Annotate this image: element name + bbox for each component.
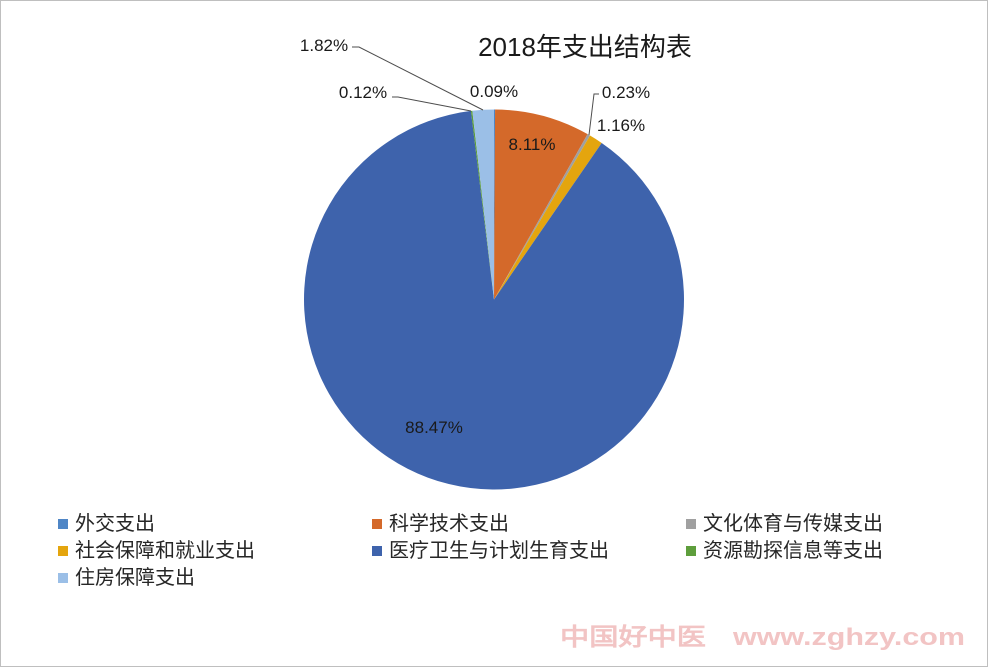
data-label-social-security-employment: 1.16%: [597, 116, 645, 135]
legend-item-healthcare-family-planning: 医疗卫生与计划生育支出: [372, 539, 609, 562]
leader-line-culture-sports-media: [588, 93, 599, 136]
legend-item-science-technology: 科学技术支出: [372, 512, 509, 535]
legend-swatch: [372, 519, 382, 529]
legend-swatch: [58, 573, 68, 583]
legend-swatch: [58, 519, 68, 529]
data-label-healthcare-family-planning: 88.47%: [405, 418, 463, 437]
legend-label: 文化体育与传媒支出: [703, 512, 883, 535]
watermark: 中国好中医 www.zghzy.com: [560, 624, 965, 651]
data-label-diplomacy: 0.09%: [470, 82, 518, 101]
legend-swatch: [686, 546, 696, 556]
pie-slice-resource-exploration: [470, 110, 494, 300]
legend-item-housing-security: 住房保障支出: [58, 566, 195, 589]
data-label-culture-sports-media: 0.23%: [602, 83, 650, 102]
pie-slices: [303, 109, 684, 490]
pie-slice-science-technology: [494, 109, 588, 300]
watermark-brand: 中国好中医: [560, 624, 706, 651]
legend: 外交支出 科学技术支出 文化体育与传媒支出 社会保障和就业支出 医疗卫生与计划生…: [58, 512, 883, 589]
legend-item-culture-sports-media: 文化体育与传媒支出: [686, 512, 883, 535]
leader-line-resource-exploration: [392, 96, 472, 112]
legend-label: 住房保障支出: [75, 566, 195, 589]
legend-label: 资源勘探信息等支出: [703, 539, 883, 562]
pie-slice-healthcare-family-planning: [303, 110, 684, 490]
legend-label: 科学技术支出: [389, 512, 509, 535]
legend-label: 外交支出: [75, 512, 155, 535]
pie-slice-culture-sports-media: [494, 134, 590, 300]
legend-swatch: [686, 519, 696, 529]
data-label-resource-exploration: 0.12%: [339, 83, 387, 102]
legend-item-diplomacy: 外交支出: [58, 512, 155, 535]
legend-label: 医疗卫生与计划生育支出: [389, 539, 609, 562]
data-label-science-technology: 8.11%: [509, 135, 556, 154]
leader-line-housing-security: [352, 46, 484, 111]
legend-swatch: [58, 546, 68, 556]
pie-slice-social-security-employment: [494, 135, 602, 300]
watermark-url: www.zghzy.com: [732, 624, 965, 651]
legend-label: 社会保障和就业支出: [75, 539, 255, 562]
pie-slice-diplomacy: [494, 109, 496, 300]
chart-title: 2018年支出结构表: [478, 32, 692, 62]
legend-swatch: [372, 546, 382, 556]
legend-item-social-security-employment: 社会保障和就业支出: [58, 539, 255, 562]
data-label-housing-security: 1.82%: [300, 36, 348, 55]
legend-item-resource-exploration: 资源勘探信息等支出: [686, 539, 883, 562]
pie-slice-housing-security: [472, 109, 494, 300]
